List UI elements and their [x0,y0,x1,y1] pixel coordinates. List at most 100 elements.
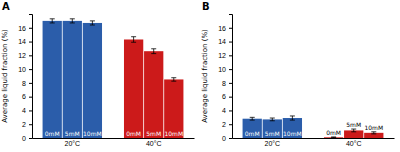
bar-labels: 0mM0mM5mM5mM10mM10mM [245,121,383,137]
tick-label: 2 [22,121,26,128]
error-bar [131,37,136,43]
bar-label: 0mM [45,130,60,137]
error-bar [351,129,356,132]
bar [243,119,262,138]
tick-mark [229,28,232,29]
y-tick: 4 [222,107,232,114]
y-tick: 0 [222,135,232,142]
tick-mark [29,110,32,111]
error-bar [250,117,255,120]
tick-mark [229,124,232,125]
title: B [202,1,210,12]
x-tick: 40°C [146,140,162,147]
tick-label: 8 [222,80,226,87]
bar [144,51,163,138]
tick-mark [29,138,32,139]
tick-label: 40°C [346,140,362,147]
bar-label: 0mM [126,130,141,137]
tick-label: 14 [18,38,26,45]
x-tick: 20°C [64,140,80,147]
tick-label: 4 [22,107,26,114]
y-axis-title: Average liquid fraction (%) [201,29,209,123]
tick-label: 0 [222,135,226,142]
panel: 0 2 4 6 8 10 12 14 16 20°C 40°C Average liquid frac… [1,1,195,147]
chart: 0 2 4 6 8 10 12 14 16 20°C 40°C Average liquid frac… [0,0,400,152]
y-axis-title: Average liquid fraction (%) [1,29,9,123]
y-tick: 2 [222,121,232,128]
axis-line [229,15,233,139]
tick-label: 40°C [146,140,162,147]
axis-line [33,138,195,139]
tick-mark [229,97,232,98]
y-tick: 14 [18,38,32,45]
bar-label: 10mM [364,124,383,131]
bar-label: 10mM [283,130,302,137]
y-tick: 0 [22,135,32,142]
tick-label: 12 [218,52,226,59]
y-tick: 6 [222,93,232,100]
y-tick: 4 [22,107,32,114]
y-tick: 10 [218,66,232,73]
error-bar [90,21,95,25]
tick-mark [29,124,32,125]
tick-label: 10 [18,66,26,73]
tick-mark [229,42,232,43]
marks [43,19,184,138]
bar-label: 5mM [265,130,280,137]
title: A [2,1,10,12]
error-bar [151,49,156,54]
x-axis: 20°C 40°C [233,139,395,147]
bar [283,118,302,138]
y-tick: 12 [218,52,232,59]
y-tick: 2 [22,121,32,128]
tick-label: 12 [18,52,26,59]
bar-label: 10mM [83,130,102,137]
tick-label: 16 [218,25,226,32]
y-tick: 16 [18,25,32,32]
tick-mark [229,55,232,56]
tick-label: 20°C [264,140,280,147]
error-bar [371,132,376,134]
x-tick: 20°C [264,140,280,147]
axis-line [29,15,33,139]
tick-label: 6 [22,93,26,100]
error-bar [290,116,295,120]
bar [124,39,143,138]
tick-label: 20°C [64,140,80,147]
marks [243,116,384,138]
tick-label: 10 [218,66,226,73]
error-bar [270,118,275,121]
tick-label: 16 [18,25,26,32]
tick-mark [29,55,32,56]
y-tick: 12 [18,52,32,59]
bar [164,79,183,138]
tick-mark [229,83,232,84]
bar-label: 5mM [146,130,161,137]
y-axis: 0 2 4 6 8 10 12 14 16 [18,15,32,142]
bar [63,21,82,138]
y-axis: 0 2 4 6 8 10 12 14 16 [218,15,232,142]
bar [263,119,282,138]
y-tick: 16 [218,25,232,32]
x-tick: 40°C [346,140,362,147]
tick-mark [29,83,32,84]
axis-line [233,138,395,139]
tick-mark [229,138,232,139]
y-tick: 8 [22,80,32,87]
tick-label: 6 [222,93,226,100]
tick-label: 14 [218,38,226,45]
tick-mark [29,42,32,43]
tick-label: 4 [222,107,226,114]
bar-label: 0mM [326,129,341,136]
error-bar [331,136,336,138]
bar-label: 5mM [346,121,361,128]
bar-labels: 0mM0mM5mM5mM10mM10mM [45,130,183,137]
y-tick: 6 [22,93,32,100]
tick-label: 2 [222,121,226,128]
error-bar [70,19,75,23]
x-axis: 20°C 40°C [33,139,195,147]
bar-label: 10mM [164,130,183,137]
panel: 0 2 4 6 8 10 12 14 16 20°C 40°C Average liquid frac… [201,1,395,147]
error-bar [171,78,176,81]
y-tick: 10 [18,66,32,73]
